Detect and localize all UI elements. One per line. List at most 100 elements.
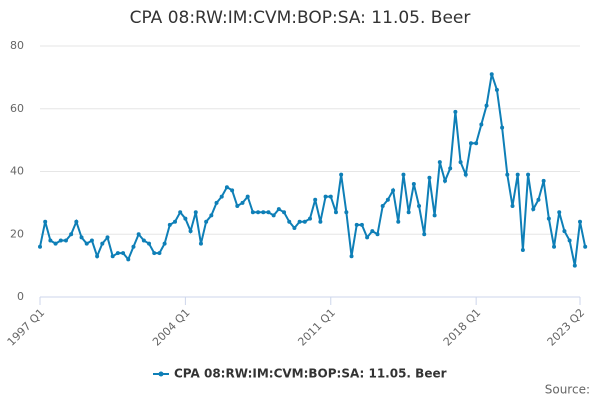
data-point xyxy=(344,210,349,215)
data-point xyxy=(557,210,562,215)
data-point xyxy=(297,219,302,224)
data-point xyxy=(110,254,115,259)
data-point xyxy=(333,210,338,215)
data-point xyxy=(411,182,416,187)
data-point xyxy=(448,166,453,171)
data-point xyxy=(95,254,100,259)
data-point xyxy=(437,160,442,165)
y-tick-label: 80 xyxy=(10,39,24,52)
data-point xyxy=(276,207,281,212)
data-point xyxy=(484,103,489,108)
data-point xyxy=(74,219,79,224)
data-point xyxy=(58,238,63,243)
data-point xyxy=(173,219,177,224)
data-point xyxy=(396,219,401,224)
data-point xyxy=(463,172,468,177)
data-point xyxy=(479,122,484,127)
data-point xyxy=(292,225,297,230)
x-tick-label: 2011 Q1 xyxy=(295,306,338,349)
data-point xyxy=(354,222,359,227)
data-point xyxy=(224,185,229,190)
data-point xyxy=(417,204,422,209)
data-point xyxy=(422,232,427,237)
data-point xyxy=(474,141,479,146)
data-point xyxy=(287,219,292,224)
data-point xyxy=(578,219,582,224)
source-label: Source: xyxy=(545,383,590,397)
data-point xyxy=(157,251,162,256)
data-point xyxy=(572,263,577,268)
data-point xyxy=(38,244,42,249)
data-point xyxy=(546,216,551,221)
data-point xyxy=(531,207,536,212)
data-point xyxy=(375,232,380,237)
data-point xyxy=(515,172,520,177)
data-point xyxy=(401,172,406,177)
data-point xyxy=(339,172,344,177)
data-point xyxy=(526,172,531,177)
data-point xyxy=(178,210,183,215)
data-point xyxy=(282,210,287,215)
legend-marker xyxy=(158,371,164,377)
data-point xyxy=(198,241,203,246)
data-point xyxy=(510,204,515,209)
data-point xyxy=(432,213,437,218)
data-point xyxy=(313,197,318,202)
data-point xyxy=(500,125,505,130)
data-point xyxy=(250,210,255,215)
data-point xyxy=(468,141,473,146)
data-point xyxy=(365,235,370,240)
data-point xyxy=(136,232,141,237)
data-point xyxy=(214,200,219,205)
data-point xyxy=(152,251,157,256)
y-tick-label: 40 xyxy=(10,165,24,178)
data-point xyxy=(115,251,120,256)
data-point xyxy=(261,210,266,215)
data-point xyxy=(167,222,172,227)
data-point xyxy=(245,194,250,199)
data-point xyxy=(105,235,110,240)
data-point xyxy=(380,204,385,209)
data-point xyxy=(302,219,307,224)
data-point xyxy=(505,172,510,177)
data-point xyxy=(567,238,572,243)
data-point xyxy=(349,254,354,259)
data-point xyxy=(219,194,224,199)
x-tick-label: 1997 Q1 xyxy=(5,306,48,349)
data-point xyxy=(79,235,84,240)
data-point xyxy=(141,238,146,243)
data-point xyxy=(489,72,494,77)
data-point xyxy=(406,210,411,215)
data-point xyxy=(536,197,541,202)
y-tick-label: 20 xyxy=(10,227,24,240)
data-point xyxy=(147,241,152,246)
data-point xyxy=(121,251,126,256)
data-point xyxy=(427,175,432,180)
data-point xyxy=(391,188,396,193)
data-point xyxy=(63,238,68,243)
data-point xyxy=(318,219,323,224)
x-tick-label: 2023 Q2 xyxy=(545,306,588,349)
data-point xyxy=(308,216,312,221)
data-point xyxy=(89,238,94,243)
data-point xyxy=(183,216,188,221)
data-point xyxy=(494,87,499,92)
series-line xyxy=(39,73,587,266)
data-point xyxy=(256,210,261,215)
data-point xyxy=(204,219,209,224)
data-point xyxy=(209,213,214,218)
y-tick-label: 60 xyxy=(10,102,24,115)
data-point xyxy=(48,238,53,243)
data-point xyxy=(53,241,58,246)
data-point xyxy=(552,244,557,249)
data-point xyxy=(43,219,48,224)
y-tick-label: 0 xyxy=(17,290,24,303)
x-tick-label: 2018 Q1 xyxy=(441,306,484,349)
x-tick-label: 2004 Q1 xyxy=(150,306,193,349)
data-point xyxy=(162,241,167,246)
data-point xyxy=(100,241,105,246)
data-point xyxy=(443,178,447,183)
data-point xyxy=(271,213,276,218)
data-point xyxy=(235,204,240,209)
